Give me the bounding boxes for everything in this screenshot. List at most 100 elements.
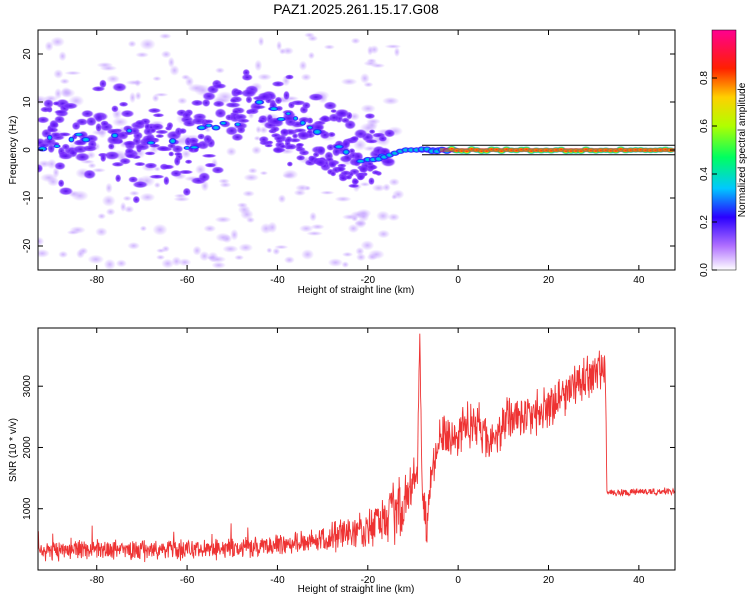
signal-blob (38, 116, 50, 124)
noise-blob (298, 224, 314, 233)
signal-blob (62, 102, 79, 110)
spectrogram-xtick-label: -40 (270, 275, 285, 286)
spectrogram-xlabel: Height of straight line (km) (298, 285, 415, 296)
signal-blob (371, 170, 380, 175)
signal-blob (274, 96, 283, 105)
noise-blob (115, 259, 127, 268)
colorbar: 0.0 0.2 0.4 0.6 0.8 Normalized spectral ampl… (699, 29, 748, 277)
noise-blob (139, 225, 148, 232)
noise-blob (177, 97, 188, 105)
noise-blob (367, 249, 385, 260)
signal-blob (187, 137, 200, 144)
signal-blob (203, 134, 213, 144)
snr-xtick-label: -80 (90, 575, 105, 586)
signal-blob (368, 129, 376, 135)
signal-blob (240, 88, 257, 98)
signal-blob (184, 159, 193, 165)
noise-blob (319, 190, 335, 195)
noise-blob (230, 228, 239, 241)
noise-blob (276, 40, 283, 51)
noise-blob (388, 178, 400, 187)
colorbar-label: Normalized spectral amplitude (737, 82, 748, 217)
noise-blob (355, 246, 365, 256)
chart-title: PAZ1.2025.261.15.17.G08 (273, 1, 439, 17)
noise-blob (267, 221, 278, 234)
noise-blob (139, 192, 156, 202)
colorbar-tick-label: 0.2 (699, 215, 710, 229)
ridge-blob (168, 137, 177, 145)
ridge-blob (275, 116, 287, 122)
signal-blob (95, 122, 102, 133)
signal-blob (368, 177, 375, 186)
noise-blob (382, 96, 400, 105)
noise-blob (64, 70, 82, 76)
signal-blob (168, 151, 175, 157)
snr-xtick-label: -20 (361, 575, 376, 586)
signal-blob (364, 113, 376, 120)
signal-blob (214, 108, 227, 119)
snr-ytick-label: 3000 (22, 375, 33, 398)
noise-blob (97, 213, 107, 220)
signal-blob (290, 100, 306, 106)
signal-blob (155, 145, 170, 152)
noise-blob (309, 211, 317, 222)
noise-blob (58, 51, 67, 62)
signal-blob (270, 126, 280, 133)
noise-blob (159, 33, 172, 40)
signal-blob (58, 152, 74, 160)
signal-blob (364, 139, 379, 144)
signal-blob (241, 73, 253, 82)
noise-blob (365, 118, 381, 125)
signal-blob (147, 107, 162, 114)
ridge-blob (46, 134, 53, 141)
signal-blob (166, 121, 174, 130)
ridge-blob (341, 148, 351, 156)
noise-blob (178, 258, 192, 267)
signal-blob (328, 160, 337, 169)
signal-blob (125, 153, 137, 159)
signal-blob (323, 101, 338, 110)
signal-blob (258, 135, 270, 144)
ridge-blob (253, 99, 265, 106)
signal-blob (57, 132, 72, 137)
noise-blob (304, 32, 315, 38)
noise-blob (257, 73, 272, 81)
signal-blob (178, 169, 194, 175)
noise-blob (306, 231, 324, 236)
signal-blob (163, 176, 170, 186)
noise-blob (272, 247, 281, 256)
signal-blob (171, 144, 184, 154)
noise-blob (254, 59, 263, 72)
noise-blob (59, 78, 70, 85)
noise-blob (160, 50, 172, 59)
noise-blob (171, 256, 182, 267)
noise-blob (298, 60, 308, 71)
ridge-blob (68, 136, 75, 143)
noise-blob (105, 207, 116, 216)
snr-ytick-label: 1000 (22, 497, 33, 520)
noise-blob (225, 146, 237, 157)
noise-blob (370, 63, 386, 69)
signal-blob (236, 118, 251, 124)
spectrogram-heatmap (38, 32, 675, 270)
noise-blob (129, 190, 140, 196)
signal-blob (144, 162, 158, 169)
noise-blob (310, 223, 325, 230)
noise-blob (242, 190, 255, 197)
noise-blob (300, 73, 312, 81)
signal-blob (211, 166, 225, 174)
noise-blob (127, 40, 137, 48)
noise-blob (54, 87, 63, 100)
signal-blob (114, 174, 122, 183)
signal-blob (50, 131, 62, 138)
signal-blob (231, 109, 240, 114)
signal-blob (285, 143, 298, 150)
signal-blob (134, 119, 146, 127)
spectrogram-xtick-label: 40 (633, 275, 645, 286)
noise-blob (105, 182, 113, 194)
noise-blob (111, 117, 129, 127)
signal-blob (118, 101, 129, 107)
snr-ylabel: SNR (10 * v/v) (8, 418, 19, 482)
noise-blob (134, 79, 141, 87)
